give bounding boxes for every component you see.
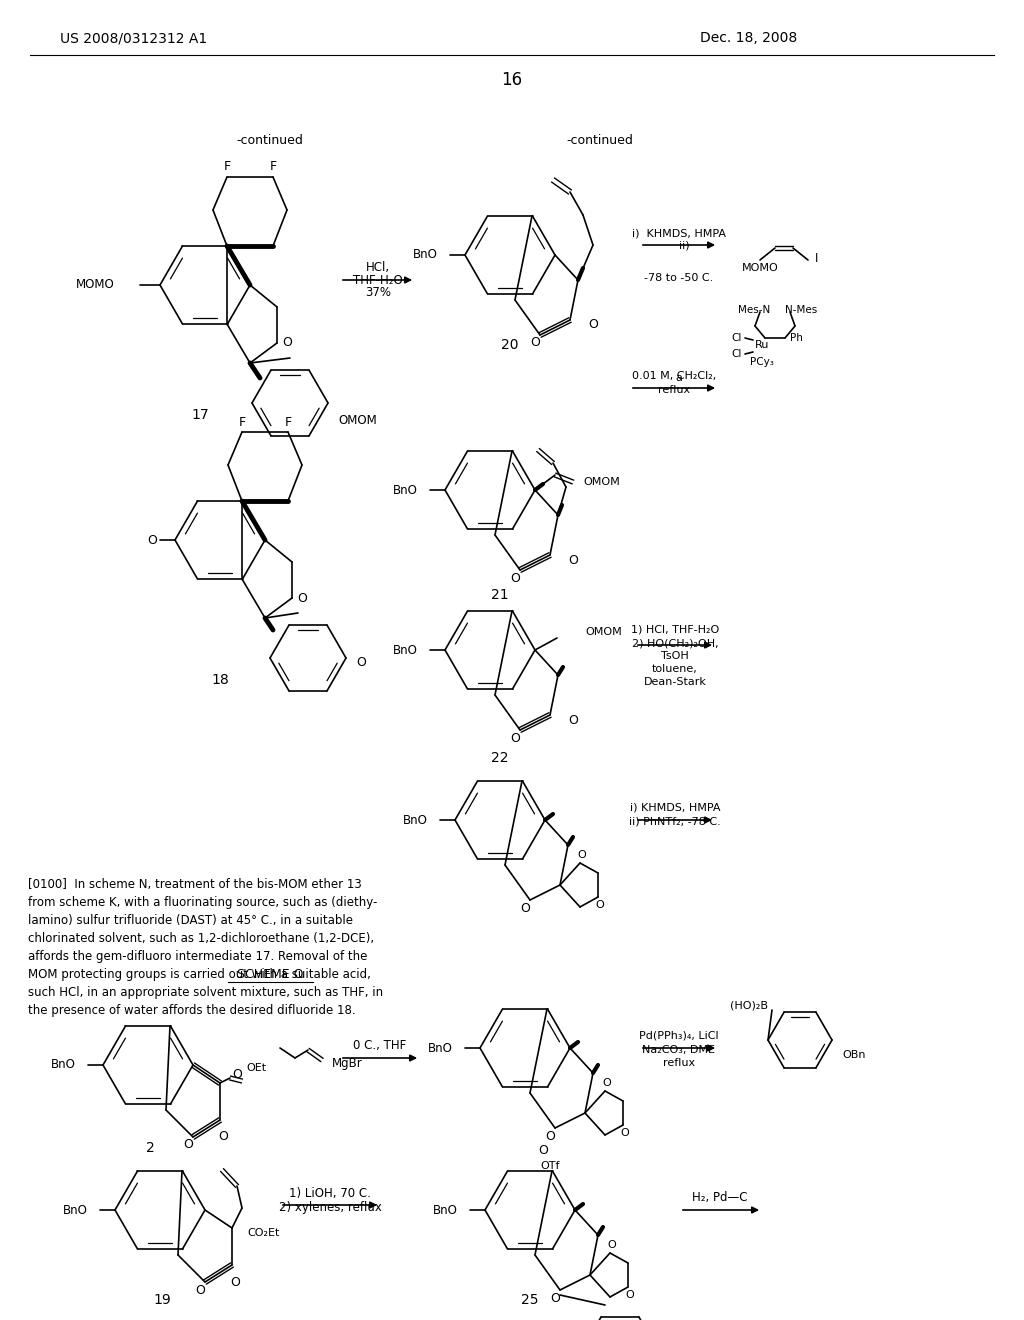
Text: -continued: -continued	[566, 133, 634, 147]
Text: reflux: reflux	[658, 385, 690, 395]
Text: 0 C., THF: 0 C., THF	[353, 1040, 407, 1052]
Text: O: O	[183, 1138, 193, 1151]
Text: BnO: BnO	[63, 1204, 88, 1217]
Text: -continued: -continued	[237, 133, 303, 147]
Text: Cl: Cl	[731, 348, 742, 359]
Text: F: F	[285, 416, 292, 429]
Text: OEt: OEt	[246, 1063, 266, 1073]
Text: F: F	[269, 161, 276, 173]
Text: O: O	[578, 850, 587, 861]
Text: TsOH: TsOH	[662, 651, 689, 661]
Text: i)  KHMDS, HMPA: i) KHMDS, HMPA	[632, 228, 726, 238]
Text: O: O	[230, 1275, 240, 1288]
Text: BnO: BnO	[413, 248, 438, 261]
Text: O: O	[282, 337, 292, 350]
Text: -78 to -50 C.: -78 to -50 C.	[644, 273, 714, 282]
Text: US 2008/0312312 A1: US 2008/0312312 A1	[60, 30, 207, 45]
Text: I: I	[815, 252, 818, 264]
Text: O: O	[218, 1130, 228, 1143]
Text: O: O	[510, 731, 520, 744]
Text: Na₂CO₃, DME: Na₂CO₃, DME	[642, 1045, 716, 1055]
Text: 2) HO(CH₂)₂OH,: 2) HO(CH₂)₂OH,	[632, 638, 718, 648]
Text: 0.01 M, CH₂Cl₂,: 0.01 M, CH₂Cl₂,	[632, 371, 716, 381]
Text: i) KHMDS, HMPA: i) KHMDS, HMPA	[630, 803, 720, 813]
Text: Pd(PPh₃)₄, LiCl: Pd(PPh₃)₄, LiCl	[639, 1031, 719, 1041]
Text: O: O	[545, 1130, 555, 1143]
Text: 21: 21	[492, 587, 509, 602]
Text: HCl,: HCl,	[366, 261, 390, 275]
Text: 37%: 37%	[365, 286, 391, 300]
Text: PCy₃: PCy₃	[750, 356, 774, 367]
Text: O: O	[550, 1291, 560, 1304]
Text: 1) LiOH, 70 C.: 1) LiOH, 70 C.	[289, 1187, 371, 1200]
Text: 16: 16	[502, 71, 522, 88]
Text: O: O	[603, 1078, 611, 1088]
Text: [0100]  In scheme N, treatment of the bis-MOM ether 13
from scheme K, with a flu: [0100] In scheme N, treatment of the bis…	[28, 878, 383, 1016]
Text: F: F	[239, 416, 246, 429]
Text: BnO: BnO	[393, 483, 418, 496]
Text: ii): ii)	[679, 242, 689, 251]
Text: 17: 17	[191, 408, 209, 422]
Text: 20: 20	[502, 338, 519, 352]
Text: O: O	[626, 1290, 635, 1300]
Text: 2) xylenes, reflux: 2) xylenes, reflux	[279, 1200, 381, 1213]
Text: N-Mes: N-Mes	[785, 305, 817, 315]
Text: reflux: reflux	[663, 1059, 695, 1068]
Text: O: O	[568, 553, 578, 566]
Text: Cl: Cl	[731, 333, 742, 343]
Text: 1) HCl, THF-H₂O: 1) HCl, THF-H₂O	[631, 624, 719, 635]
Text: Dec. 18, 2008: Dec. 18, 2008	[700, 30, 798, 45]
Text: Dean-Stark: Dean-Stark	[643, 677, 707, 686]
Text: 19: 19	[154, 1294, 171, 1307]
Text: O: O	[538, 1143, 548, 1156]
Text: BnO: BnO	[403, 813, 428, 826]
Text: 22: 22	[492, 751, 509, 766]
Text: Ph: Ph	[790, 333, 803, 343]
Text: CO₂Et: CO₂Et	[247, 1228, 280, 1238]
Text: THF-H₂O: THF-H₂O	[353, 273, 402, 286]
Text: OMOM: OMOM	[583, 477, 620, 487]
Text: BnO: BnO	[433, 1204, 458, 1217]
Text: SCHEME O: SCHEME O	[237, 969, 303, 982]
Text: BnO: BnO	[393, 644, 418, 656]
Text: MOMO: MOMO	[76, 279, 115, 292]
Text: OMOM: OMOM	[338, 414, 377, 428]
Text: O: O	[232, 1068, 242, 1081]
Text: O: O	[297, 591, 307, 605]
Text: O: O	[568, 714, 578, 726]
Text: Mes-N: Mes-N	[738, 305, 770, 315]
Text: MgBr: MgBr	[332, 1056, 362, 1069]
Text: O: O	[607, 1239, 616, 1250]
Text: O: O	[147, 533, 157, 546]
Text: F: F	[223, 161, 230, 173]
Text: O: O	[510, 572, 520, 585]
Text: a: a	[676, 374, 682, 383]
Text: OTf: OTf	[541, 1162, 560, 1171]
Text: 2: 2	[145, 1140, 155, 1155]
Text: 25: 25	[521, 1294, 539, 1307]
Text: BnO: BnO	[51, 1059, 76, 1072]
Text: O: O	[195, 1283, 205, 1296]
Text: O: O	[621, 1129, 630, 1138]
Text: MOMO: MOMO	[742, 263, 778, 273]
Text: BnO: BnO	[428, 1041, 453, 1055]
Text: (HO)₂B: (HO)₂B	[730, 1001, 768, 1010]
Text: OMOM: OMOM	[585, 627, 622, 638]
Text: OBn: OBn	[842, 1049, 865, 1060]
Text: O: O	[596, 900, 604, 909]
Text: toluene,: toluene,	[652, 664, 698, 675]
Text: ii) PhNTf₂, -78 C.: ii) PhNTf₂, -78 C.	[629, 817, 721, 828]
Text: O: O	[356, 656, 366, 669]
Text: 18: 18	[211, 673, 229, 686]
Text: Ru: Ru	[755, 341, 769, 350]
Text: H₂, Pd—C: H₂, Pd—C	[692, 1192, 748, 1204]
Text: O: O	[520, 902, 530, 915]
Text: O: O	[588, 318, 598, 331]
Text: O: O	[530, 337, 540, 350]
